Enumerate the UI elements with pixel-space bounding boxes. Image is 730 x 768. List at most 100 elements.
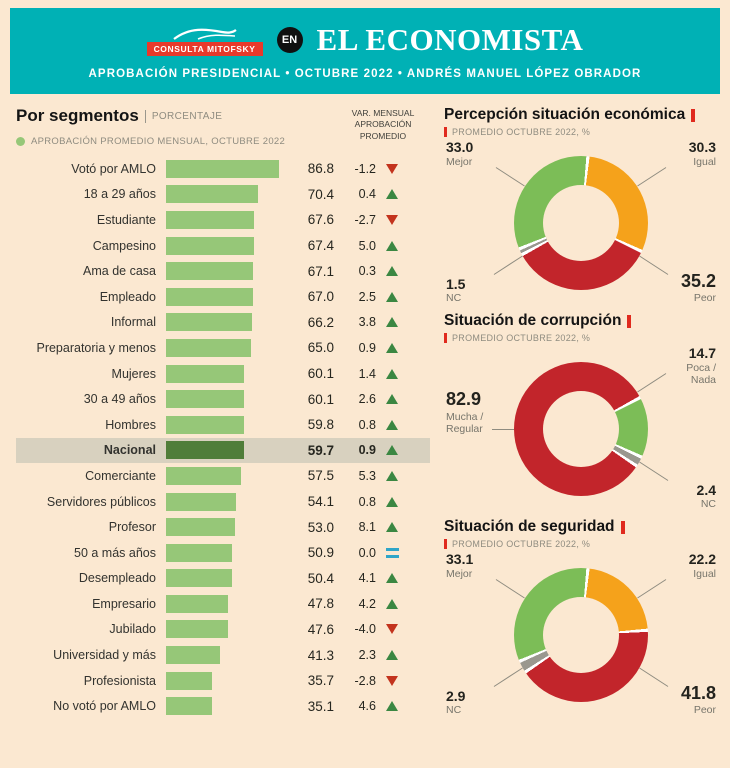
segment-label: 30 a 49 años <box>83 392 156 407</box>
donut-section: Percepción situación económica PROMEDIO O… <box>444 106 718 307</box>
segment-value: 35.7 <box>307 673 334 689</box>
arrow-up-icon <box>376 445 408 456</box>
segment-value: 59.7 <box>307 442 334 458</box>
segment-row: Votó por AMLO 86.8 -1.2 <box>16 156 430 182</box>
donut-slice-name: Mejor <box>446 567 473 580</box>
segment-value: 86.8 <box>307 161 334 177</box>
leader-line <box>637 167 667 187</box>
segment-label: Nacional <box>103 443 156 458</box>
arrow-up-icon <box>376 189 408 200</box>
segment-bar <box>166 390 245 409</box>
segment-row: Desempleado 50.4 4.1 <box>16 566 430 592</box>
segment-variation: 0.4 <box>358 187 376 202</box>
segment-bar-track <box>166 620 288 639</box>
segment-bar <box>166 646 220 665</box>
segment-label: Mujeres <box>111 366 156 381</box>
arrow-up-icon <box>376 240 408 251</box>
donut-value: 33.1 <box>446 551 474 567</box>
leader-line <box>495 167 525 187</box>
segment-variation: -2.7 <box>354 212 376 227</box>
segment-row: Profesor 53.0 8.1 <box>16 514 430 540</box>
red-pipe <box>444 333 447 343</box>
segment-bar-track <box>166 492 288 511</box>
donut-label-tl: 33.1 Mejor <box>446 551 473 580</box>
segment-value: 47.6 <box>307 621 334 637</box>
arrow-down-icon <box>376 163 408 174</box>
segment-value: 67.0 <box>307 289 334 305</box>
segment-row: Estudiante 67.6 -2.7 <box>16 207 430 233</box>
arrow-up-icon <box>376 598 408 609</box>
segment-label: 50 a más años <box>74 545 156 560</box>
donut-slice-name: Igual <box>693 155 716 168</box>
segment-label: Jubilado <box>109 622 156 637</box>
segment-value: 50.9 <box>307 545 334 561</box>
segments-bar-chart: Votó por AMLO 86.8 -1.2 18 a 29 años 70.4 0.4… <box>16 156 430 719</box>
donut-value: 2.4 <box>696 481 716 498</box>
content: Por segmentos PORCENTAJE APROBACIÓN PROM… <box>10 94 720 724</box>
legend-label: APROBACIÓN PROMEDIO MENSUAL, OCTUBRE 202… <box>31 136 286 147</box>
segment-bar-track <box>166 287 288 306</box>
segment-bar <box>166 313 253 332</box>
legend: APROBACIÓN PROMEDIO MENSUAL, OCTUBRE 202… <box>16 136 430 147</box>
segment-row: 30 a 49 años 60.1 2.6 <box>16 386 430 412</box>
segment-bar <box>166 210 254 229</box>
segment-bar-track <box>166 415 288 434</box>
segment-label: Ama de casa <box>83 264 156 279</box>
leader-line <box>639 461 669 481</box>
title-divider <box>144 109 146 123</box>
segment-variation: 8.1 <box>358 520 376 535</box>
masthead-subtitle: APROBACIÓN PRESIDENCIAL • OCTUBRE 2022 •… <box>88 68 642 80</box>
segment-bar <box>166 569 232 588</box>
donut-label-tr: 30.3 Igual <box>689 139 716 168</box>
segment-label: Comerciante <box>85 468 156 483</box>
red-accent-bar <box>620 520 625 534</box>
segment-label: Campesino <box>92 238 156 253</box>
donut-charts-column: Percepción situación económica PROMEDIO O… <box>430 106 718 724</box>
segment-bar-track <box>166 646 288 665</box>
segment-bar-track <box>166 569 288 588</box>
donut-value: 1.5 <box>446 275 466 292</box>
leader-line <box>637 373 667 393</box>
segment-bar <box>166 671 213 690</box>
segment-label: Servidores públicos <box>46 494 156 509</box>
donut-value: 30.3 <box>688 139 716 155</box>
donut-slice-name: NC <box>446 292 462 305</box>
segment-row: Servidores públicos 54.1 0.8 <box>16 489 430 515</box>
segment-variation: 0.8 <box>358 494 376 509</box>
donut-slice-name: Peor <box>693 704 716 717</box>
mitofsky-wordmark: CONSULTA MITOFSKY <box>146 41 263 56</box>
segment-label: Desempleado <box>78 571 156 586</box>
donut-label-br: 35.2 Peor <box>681 271 716 305</box>
segment-row: Preparatoria y menos 65.0 0.9 <box>16 335 430 361</box>
donut-value: 35.2 <box>680 270 716 291</box>
segment-row: Hombres 59.8 0.8 <box>16 412 430 438</box>
segment-bar <box>166 338 251 357</box>
segment-bar-track <box>166 338 288 357</box>
segment-bar-track <box>166 159 288 178</box>
segment-value: 65.0 <box>307 340 334 356</box>
segment-label: Empleado <box>99 289 156 304</box>
segment-value: 59.8 <box>307 417 334 433</box>
segment-bar-track <box>166 697 288 716</box>
segment-bar <box>166 236 254 255</box>
donut-section: Situación de seguridad PROMEDIO OCTUBRE 2… <box>444 518 718 719</box>
segment-value: 67.1 <box>307 263 334 279</box>
segment-row: Nacional 59.7 0.9 <box>16 437 430 464</box>
donut-label-bl: 1.5 NC <box>446 276 465 305</box>
donut-chart <box>514 568 648 702</box>
leader-line <box>639 255 669 275</box>
segment-bar <box>166 697 212 716</box>
arrow-up-icon <box>376 342 408 353</box>
segment-label: Estudiante <box>96 212 156 227</box>
leader-line <box>639 667 669 687</box>
donut-slice-name: Igual <box>693 567 716 580</box>
arrow-up-icon <box>376 266 408 277</box>
arrow-up-icon <box>376 650 408 661</box>
arrow-up-icon <box>376 701 408 712</box>
segment-row: Mujeres 60.1 1.4 <box>16 361 430 387</box>
segment-label: Empresario <box>92 596 156 611</box>
segment-variation: 5.0 <box>358 238 376 253</box>
donut-subtitle: PROMEDIO OCTUBRE 2022, % <box>444 333 718 343</box>
segment-row: Universidad y más 41.3 2.3 <box>16 642 430 668</box>
